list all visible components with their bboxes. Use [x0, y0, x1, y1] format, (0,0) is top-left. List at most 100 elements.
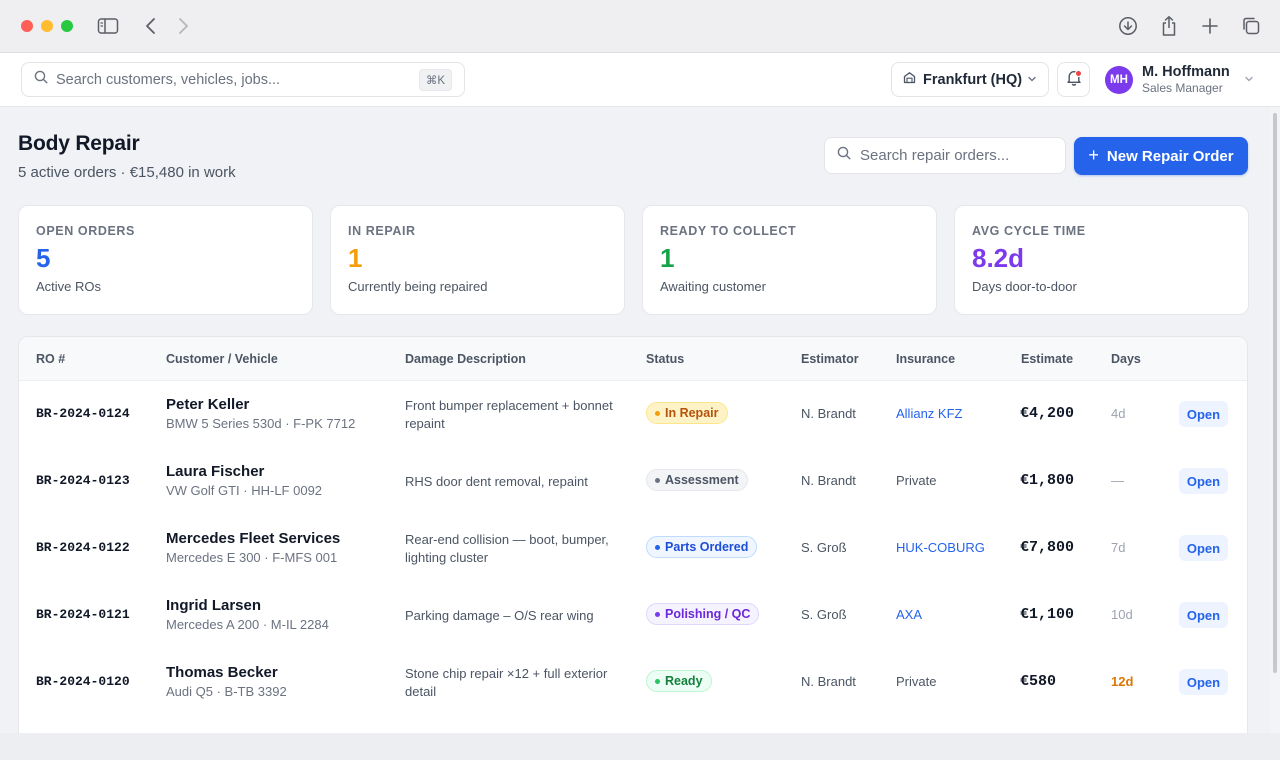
user-role: Sales Manager — [1142, 80, 1223, 95]
customer-name: Ingrid Larsen — [166, 597, 262, 614]
search-icon — [837, 146, 851, 165]
table-row[interactable]: BR-2024-0122 Mercedes Fleet Services Mer… — [19, 515, 1247, 582]
estimator-name: N. Brandt — [801, 406, 856, 421]
column-header: Estimator — [801, 352, 859, 366]
customer-name: Laura Fischer — [166, 463, 265, 480]
status-label: Ready — [665, 674, 703, 688]
status-label: Polishing / QC — [665, 607, 751, 621]
new-tab-icon[interactable] — [1198, 14, 1222, 38]
forward-icon[interactable] — [171, 14, 195, 38]
user-menu[interactable]: MH M. Hoffmann Sales Manager — [1105, 64, 1254, 96]
vehicle-info: Mercedes A 200 · M-IL 2284 — [166, 617, 329, 632]
stat-description: Currently being repaired — [348, 278, 488, 294]
download-icon[interactable] — [1116, 14, 1140, 38]
days-count: 10d — [1111, 607, 1133, 622]
notification-indicator — [1075, 70, 1082, 77]
table-row[interactable]: BR-2024-0124 Peter Keller BMW 5 Series 5… — [19, 381, 1247, 448]
stat-description: Awaiting customer — [660, 278, 766, 294]
notifications-button[interactable] — [1057, 62, 1090, 97]
table-row[interactable]: BR-2024-0120 Thomas Becker Audi Q5 · B-T… — [19, 649, 1247, 716]
insurance-name: AXA — [896, 607, 923, 622]
stat-card-ready-to-collect: READY TO COLLECT 1 Awaiting customer — [642, 205, 937, 315]
ro-number: BR-2024-0121 — [36, 607, 130, 622]
building-icon — [903, 71, 916, 88]
stat-label: READY TO COLLECT — [660, 224, 797, 238]
stat-value: 8.2d — [972, 243, 1025, 273]
new-repair-order-button[interactable]: + New Repair Order — [1074, 137, 1248, 175]
column-header: Status — [646, 352, 685, 366]
damage-description: Stone chip repair ×12 + full exterior de… — [405, 666, 608, 699]
stat-value: 1 — [660, 243, 675, 273]
stat-label: OPEN ORDERS — [36, 224, 135, 238]
window-bottom-edge — [0, 733, 1280, 760]
main-content: Body Repair 5 active orders · €15,480 in… — [0, 107, 1270, 733]
estimator-name: S. Groß — [801, 540, 847, 555]
sidebar-icon[interactable] — [96, 14, 120, 38]
ro-number: BR-2024-0124 — [36, 406, 130, 421]
open-order-button[interactable]: Open — [1179, 602, 1228, 628]
table-row[interactable]: BR-2024-0121 Ingrid Larsen Mercedes A 20… — [19, 582, 1247, 649]
zoom-window-button[interactable] — [61, 20, 73, 32]
insurance-name: Allianz KFZ — [896, 406, 963, 421]
estimate-amount: €1,100 — [1020, 606, 1075, 623]
estimator-name: N. Brandt — [801, 473, 856, 488]
browser-toolbar — [0, 0, 1280, 53]
estimate-amount: €4,200 — [1020, 405, 1075, 422]
stat-card-avg-cycle-time: AVG CYCLE TIME 8.2d Days door-to-door — [954, 205, 1249, 315]
stat-card-in-repair: IN REPAIR 1 Currently being repaired — [330, 205, 625, 315]
table-row[interactable]: BR-2024-0123 Laura Fischer VW Golf GTI ·… — [19, 448, 1247, 515]
stat-label: IN REPAIR — [348, 224, 416, 238]
back-icon[interactable] — [139, 14, 163, 38]
open-order-button[interactable]: Open — [1179, 535, 1228, 561]
share-icon[interactable] — [1157, 14, 1181, 38]
minimize-window-button[interactable] — [41, 20, 53, 32]
open-order-button[interactable]: Open — [1179, 401, 1228, 427]
global-search-input[interactable]: Search customers, vehicles, jobs... ⌘K — [21, 62, 465, 97]
stat-card-open-orders: OPEN ORDERS 5 Active ROs — [18, 205, 313, 315]
repair-order-search-input[interactable]: Search repair orders... — [824, 137, 1066, 174]
status-label: In Repair — [665, 406, 719, 420]
user-name: M. Hoffmann — [1142, 63, 1230, 80]
close-window-button[interactable] — [21, 20, 33, 32]
days-count: 12d — [1111, 674, 1134, 689]
search-icon — [34, 70, 48, 89]
scrollbar-thumb[interactable] — [1273, 113, 1277, 673]
page-scrollbar[interactable] — [1270, 107, 1280, 733]
stat-description: Active ROs — [36, 278, 102, 294]
open-order-button[interactable]: Open — [1179, 669, 1228, 695]
status-label: Assessment — [665, 473, 739, 487]
damage-description: Rear-end collision — boot, bumper, light… — [405, 532, 609, 565]
column-header: Customer / Vehicle — [166, 352, 278, 366]
column-header: Insurance — [896, 352, 956, 366]
status-badge: In Repair — [646, 402, 728, 424]
estimate-amount: €580 — [1020, 673, 1057, 690]
global-search-placeholder: Search customers, vehicles, jobs... — [56, 71, 281, 88]
days-count: 4d — [1111, 406, 1126, 421]
damage-description: Front bumper replacement + bonnet repain… — [405, 398, 613, 431]
page-title: Body Repair — [18, 132, 140, 155]
open-order-button[interactable]: Open — [1179, 468, 1228, 494]
table-header: RO # Customer / Vehicle Damage Descripti… — [19, 337, 1247, 381]
tabs-overview-icon[interactable] — [1239, 14, 1263, 38]
location-label: Frankfurt (HQ) — [923, 71, 1023, 88]
estimate-amount: €7,800 — [1020, 539, 1075, 556]
status-badge: Polishing / QC — [646, 603, 760, 625]
damage-description: Parking damage – O/S rear wing — [405, 608, 594, 623]
column-header: Estimate — [1021, 352, 1074, 366]
avatar: MH — [1105, 66, 1133, 94]
ro-number: BR-2024-0120 — [36, 674, 130, 689]
page-subtitle: 5 active orders · €15,480 in work — [18, 164, 236, 181]
chevron-down-icon — [1244, 71, 1254, 89]
chevron-down-icon — [1027, 72, 1037, 88]
status-label: Parts Ordered — [665, 540, 749, 554]
location-selector[interactable]: Frankfurt (HQ) — [891, 62, 1049, 97]
vehicle-info: Audi Q5 · B-TB 3392 — [166, 684, 287, 699]
customer-name: Peter Keller — [166, 396, 250, 413]
stat-description: Days door-to-door — [972, 278, 1077, 294]
insurance-name: HUK-COBURG — [896, 540, 985, 555]
plus-icon: + — [1088, 144, 1099, 165]
customer-name: Thomas Becker — [166, 664, 278, 681]
repair-orders-table: RO # Customer / Vehicle Damage Descripti… — [18, 336, 1248, 733]
status-badge: Ready — [646, 670, 712, 692]
app-header: Search customers, vehicles, jobs... ⌘K F… — [0, 53, 1280, 107]
